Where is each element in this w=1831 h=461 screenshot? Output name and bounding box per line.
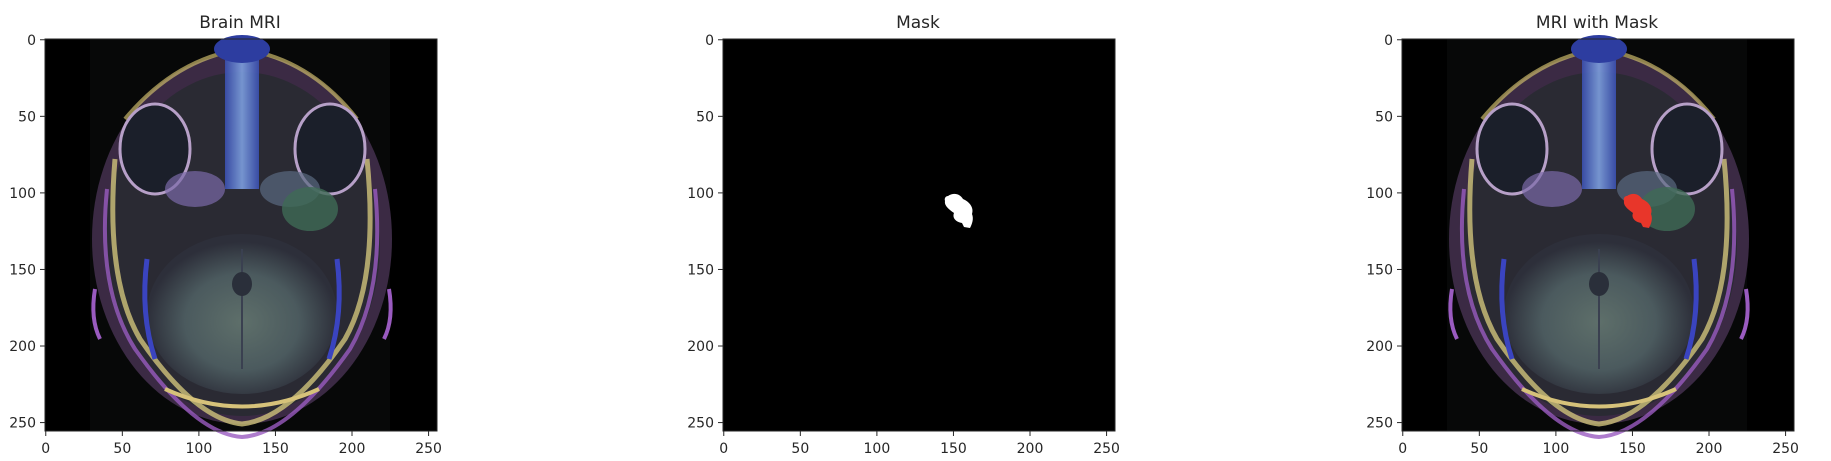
y-tick-label: 250	[1366, 416, 1393, 432]
y-tick-label: 50	[18, 109, 36, 125]
x-tick-label: 150	[262, 441, 289, 457]
x-tick-label: 250	[415, 441, 442, 457]
y-tick-label: 0	[705, 33, 714, 49]
x-tick-label: 250	[1772, 441, 1799, 457]
y-tick-label: 100	[9, 186, 36, 202]
x-tick-label: 0	[719, 441, 728, 457]
x-tick-label: 100	[186, 441, 213, 457]
y-tick-label: 250	[9, 416, 36, 432]
panel-title: Mask	[896, 13, 940, 33]
panel-mri-with-mask: MRI with Mask	[1402, 13, 1794, 437]
y-tick-label: 150	[687, 262, 714, 278]
y-tick-label: 200	[687, 339, 714, 355]
x-tick-label: 200	[1696, 441, 1723, 457]
y-tick-label: 200	[1366, 339, 1393, 355]
x-tick-label: 200	[339, 441, 366, 457]
y-tick-label: 100	[687, 186, 714, 202]
y-tick-label: 0	[1384, 33, 1393, 49]
mri-overlay-image	[1402, 35, 1794, 437]
y-tick-label: 50	[696, 109, 714, 125]
x-tick-label: 150	[1619, 441, 1646, 457]
brain-mri-image	[45, 35, 437, 437]
x-tick-label: 100	[864, 441, 891, 457]
y-tick-label: 150	[9, 262, 36, 278]
plot-frame	[722, 38, 1116, 432]
x-tick-label: 50	[1470, 441, 1488, 457]
plot-frame	[1401, 38, 1795, 432]
y-tick-label: 0	[27, 33, 36, 49]
panel-mask: Mask	[722, 13, 1116, 432]
y-tick-label: 150	[1366, 262, 1393, 278]
y-tick-label: 200	[9, 339, 36, 355]
x-tick-label: 50	[113, 441, 131, 457]
plot-frame	[44, 38, 438, 432]
panel-brain-mri: Brain MRI	[45, 13, 437, 437]
panel-title: Brain MRI	[199, 13, 280, 33]
y-tick-label: 50	[1375, 109, 1393, 125]
panel-title: MRI with Mask	[1536, 13, 1658, 33]
x-tick-label: 0	[1398, 441, 1407, 457]
x-tick-label: 150	[940, 441, 967, 457]
tick-layer: 0 50 100 150 200 250 0 50 100 150 200 250 0 50 100 150 2…	[9, 33, 1799, 457]
x-tick-label: 50	[791, 441, 809, 457]
x-tick-label: 250	[1093, 441, 1120, 457]
mask-image	[723, 39, 1115, 431]
x-tick-label: 0	[41, 441, 50, 457]
y-tick-label: 100	[1366, 186, 1393, 202]
y-tick-label: 250	[687, 416, 714, 432]
x-tick-label: 100	[1543, 441, 1570, 457]
x-tick-label: 200	[1017, 441, 1044, 457]
